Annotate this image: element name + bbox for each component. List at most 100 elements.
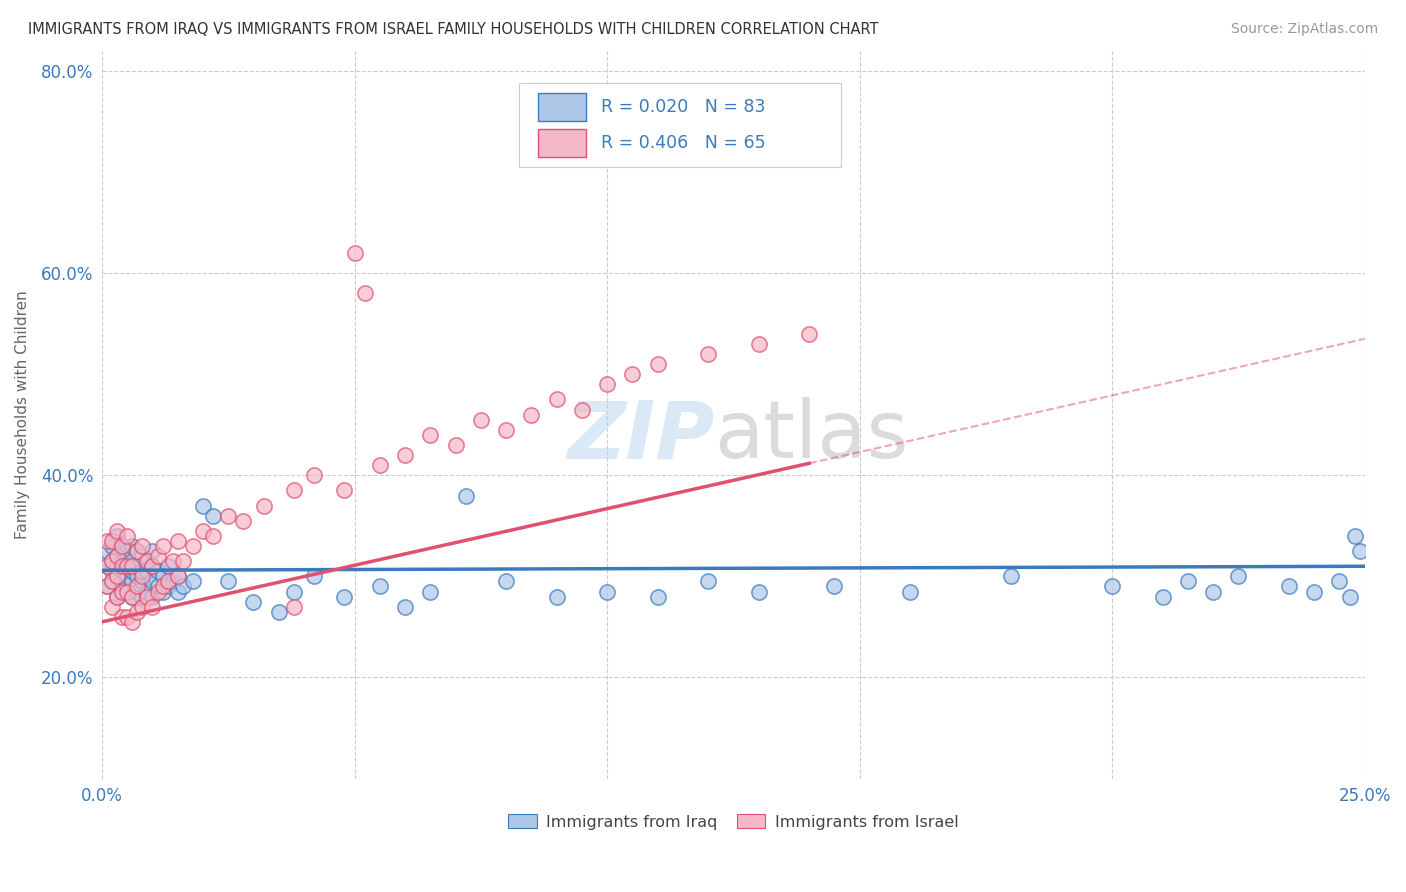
Point: [101, 564, 124, 578]
Point: [166, 569, 188, 583]
Text: atlas: atlas: [714, 398, 908, 475]
Point: [111, 564, 134, 578]
Point: [96, 533, 118, 548]
Point: [105, 590, 128, 604]
Point: [495, 574, 517, 589]
Point: [191, 499, 214, 513]
Point: [217, 574, 239, 589]
Point: [115, 529, 138, 543]
Point: [115, 584, 138, 599]
Point: [202, 508, 225, 523]
Point: [115, 569, 138, 583]
Point: [647, 357, 669, 371]
Point: [596, 377, 619, 392]
Point: [131, 590, 153, 604]
Point: [111, 574, 134, 589]
Point: [333, 483, 356, 498]
Point: [152, 539, 174, 553]
Point: [101, 599, 124, 614]
Point: [105, 549, 128, 563]
Point: [141, 599, 163, 614]
Point: [121, 559, 143, 574]
Point: [131, 564, 153, 578]
Point: [697, 347, 720, 361]
Text: Source: ZipAtlas.com: Source: ZipAtlas.com: [1230, 22, 1378, 37]
Point: [115, 559, 138, 574]
Point: [131, 599, 153, 614]
Point: [146, 564, 169, 578]
Point: [1348, 544, 1371, 558]
Text: ZIP: ZIP: [567, 398, 714, 475]
Point: [136, 564, 159, 578]
Point: [146, 579, 169, 593]
Point: [419, 427, 441, 442]
Bar: [537, 93, 585, 120]
Point: [127, 579, 149, 593]
Point: [162, 554, 184, 568]
Point: [520, 408, 543, 422]
Point: [121, 554, 143, 568]
Point: [202, 529, 225, 543]
Point: [111, 539, 134, 553]
Point: [111, 584, 134, 599]
Text: IMMIGRANTS FROM IRAQ VS IMMIGRANTS FROM ISRAEL FAMILY HOUSEHOLDS WITH CHILDREN C: IMMIGRANTS FROM IRAQ VS IMMIGRANTS FROM …: [28, 22, 879, 37]
Point: [101, 574, 124, 589]
Point: [343, 245, 366, 260]
Point: [96, 559, 118, 574]
Point: [470, 412, 492, 426]
Point: [1101, 579, 1123, 593]
Point: [121, 539, 143, 553]
Point: [131, 549, 153, 563]
Point: [96, 544, 118, 558]
Point: [96, 579, 118, 593]
Point: [127, 605, 149, 619]
Point: [141, 559, 163, 574]
Point: [152, 579, 174, 593]
Point: [105, 569, 128, 583]
Point: [1000, 569, 1022, 583]
Point: [111, 539, 134, 553]
Point: [647, 590, 669, 604]
Point: [136, 554, 159, 568]
Bar: [537, 129, 585, 157]
Text: R = 0.020   N = 83: R = 0.020 N = 83: [600, 98, 765, 116]
Point: [156, 579, 179, 593]
Point: [101, 533, 124, 548]
Point: [111, 584, 134, 599]
Point: [127, 584, 149, 599]
Point: [166, 584, 188, 599]
Point: [156, 574, 179, 589]
Point: [101, 554, 124, 568]
Point: [115, 559, 138, 574]
Point: [353, 286, 375, 301]
Point: [394, 599, 416, 614]
Point: [283, 599, 305, 614]
Point: [394, 448, 416, 462]
Point: [105, 524, 128, 538]
Point: [111, 554, 134, 568]
Point: [146, 549, 169, 563]
Point: [444, 438, 467, 452]
Point: [571, 402, 593, 417]
Legend: Immigrants from Iraq, Immigrants from Israel: Immigrants from Iraq, Immigrants from Is…: [502, 807, 965, 836]
Point: [181, 539, 204, 553]
Point: [748, 584, 770, 599]
Point: [368, 579, 391, 593]
Point: [96, 559, 118, 574]
Point: [283, 483, 305, 498]
Point: [166, 533, 188, 548]
Point: [115, 579, 138, 593]
Point: [898, 584, 921, 599]
Point: [141, 590, 163, 604]
Point: [105, 590, 128, 604]
Point: [101, 574, 124, 589]
Point: [1339, 590, 1361, 604]
Point: [115, 609, 138, 624]
FancyBboxPatch shape: [519, 84, 841, 167]
Point: [1278, 579, 1301, 593]
Point: [823, 579, 845, 593]
Point: [172, 554, 194, 568]
Point: [146, 584, 169, 599]
Y-axis label: Family Households with Children: Family Households with Children: [15, 290, 30, 539]
Point: [152, 584, 174, 599]
